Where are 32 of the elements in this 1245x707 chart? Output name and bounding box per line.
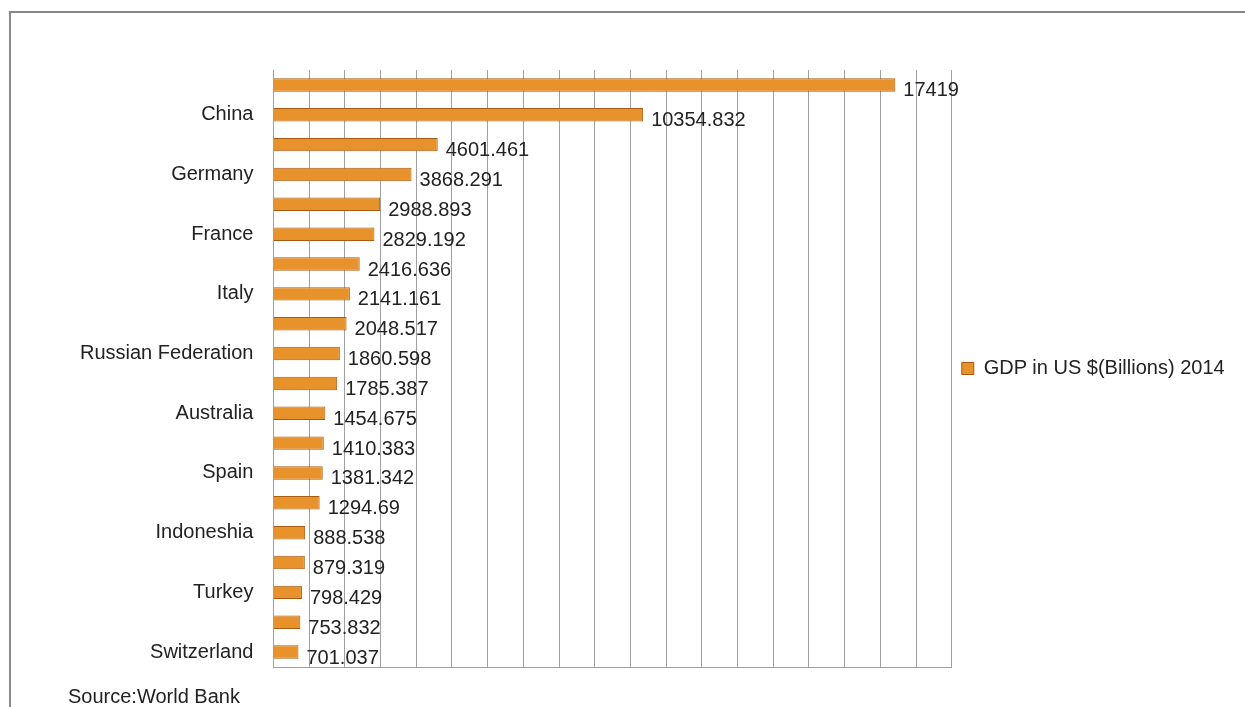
data-label: 753.832 bbox=[308, 615, 381, 638]
data-label: 798.429 bbox=[309, 585, 383, 608]
source-note: Source:World Bank bbox=[68, 684, 241, 707]
data-label: 1454.675 bbox=[333, 406, 417, 429]
y-tick-label: Indoneshia bbox=[155, 520, 255, 543]
data-label: 3868.291 bbox=[419, 167, 503, 190]
data-label: 2988.893 bbox=[388, 197, 472, 220]
data-label: 4601.461 bbox=[445, 138, 530, 161]
data-label: 879.319 bbox=[312, 556, 386, 579]
y-tick-label: Australia bbox=[175, 400, 255, 423]
y-tick-label: Germany bbox=[171, 161, 254, 184]
data-label: 1381.342 bbox=[330, 466, 415, 489]
data-label: 17419 bbox=[903, 78, 959, 101]
y-tick-label: Turkey bbox=[193, 579, 254, 602]
data-label: 2829.192 bbox=[382, 227, 466, 250]
data-label: 2416.636 bbox=[367, 257, 452, 280]
data-label: 10354.832 bbox=[651, 108, 746, 131]
y-tick-label: Switzerland bbox=[150, 639, 254, 662]
data-label: 1410.383 bbox=[331, 436, 416, 459]
y-tick-label: China bbox=[201, 102, 255, 125]
y-tick-label: Spain bbox=[202, 460, 254, 483]
y-tick-label: Italy bbox=[216, 281, 254, 304]
y-tick-label: Russian Federation bbox=[79, 341, 254, 364]
data-label: 1294.69 bbox=[327, 496, 400, 519]
data-label: 701.037 bbox=[306, 645, 379, 668]
data-label: 2048.517 bbox=[354, 317, 438, 340]
y-tick-label: France bbox=[191, 221, 254, 244]
data-label: 1860.598 bbox=[347, 347, 432, 370]
legend-label: GDP in US $(Billions) 2014 bbox=[983, 356, 1225, 379]
data-label: 1785.387 bbox=[345, 376, 429, 399]
data-label: 2141.161 bbox=[357, 287, 442, 310]
data-label: 888.538 bbox=[313, 526, 386, 549]
